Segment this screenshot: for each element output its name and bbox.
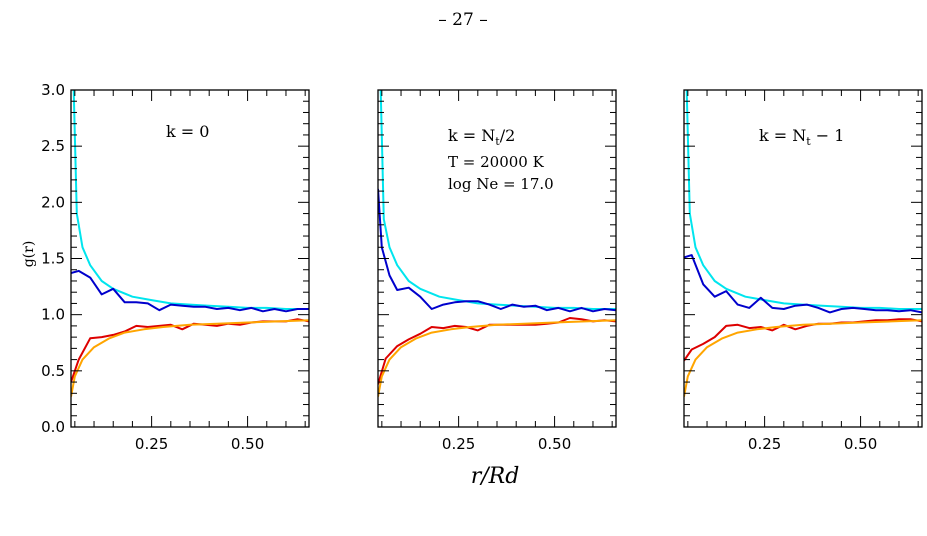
- panel-annotation: k = Nt/2: [448, 126, 515, 148]
- panel-annotation: k = Nt − 1: [759, 126, 844, 148]
- panel-annotation-temperature: T = 20000 K: [448, 153, 545, 171]
- series-line-cyan: [685, 90, 922, 310]
- page-number: – 27 –: [438, 10, 487, 30]
- y-tick-label: 1.5: [41, 250, 65, 268]
- panel-series: [378, 90, 616, 397]
- x-tick-label: 0.25: [135, 435, 168, 453]
- series-line-red: [684, 318, 922, 362]
- plot-panels: 0.25 0.500.00.51.01.52.02.53.0k = 00.25 0.…: [41, 81, 923, 453]
- y-tick-label: 1.0: [41, 306, 65, 324]
- panel-1: 0.25 0.50 0.0 0.5 1.0 1.5 2.0 2.5 3.0 k = 0: [41, 81, 310, 453]
- panel-series: [684, 90, 922, 397]
- series-line-blue: [378, 188, 616, 313]
- series-line-cyan: [379, 90, 616, 310]
- y-tick-label: 2.5: [41, 137, 65, 155]
- x-tick-label: 0.25: [748, 435, 781, 453]
- y-tick-label: 2.0: [41, 193, 65, 211]
- x-axis-label: r/Rd: [471, 464, 520, 489]
- panel-3: 0.25 0.50 k = Nt − 1: [683, 89, 923, 453]
- y-axis-label: g(r): [21, 241, 37, 268]
- series-line-blue: [71, 269, 309, 313]
- panel-series: [71, 90, 309, 397]
- panel-annotation-density: log Ne = 17.0: [448, 175, 554, 193]
- series-line-orange: [684, 319, 922, 397]
- panel-annotation: k = 0: [166, 122, 209, 141]
- panel-2: 0.25 0.50 k = Nt/2 T = 20000 K log Ne = 17.0: [377, 89, 617, 453]
- series-line-blue: [684, 254, 922, 314]
- series-line-orange: [71, 319, 309, 397]
- x-tick-label: 0.50: [538, 435, 571, 453]
- y-tick-label: 3.0: [41, 81, 65, 99]
- y-tick-label: 0.5: [41, 362, 65, 380]
- y-tick-label: 0.0: [41, 418, 65, 436]
- x-tick-label: 0.50: [231, 435, 264, 453]
- series-line-cyan: [72, 90, 309, 310]
- series-line-orange: [378, 319, 616, 397]
- x-tick-label: 0.50: [844, 435, 877, 453]
- series-line-red: [378, 317, 616, 385]
- x-tick-label: 0.25: [442, 435, 475, 453]
- series-line-red: [71, 318, 309, 383]
